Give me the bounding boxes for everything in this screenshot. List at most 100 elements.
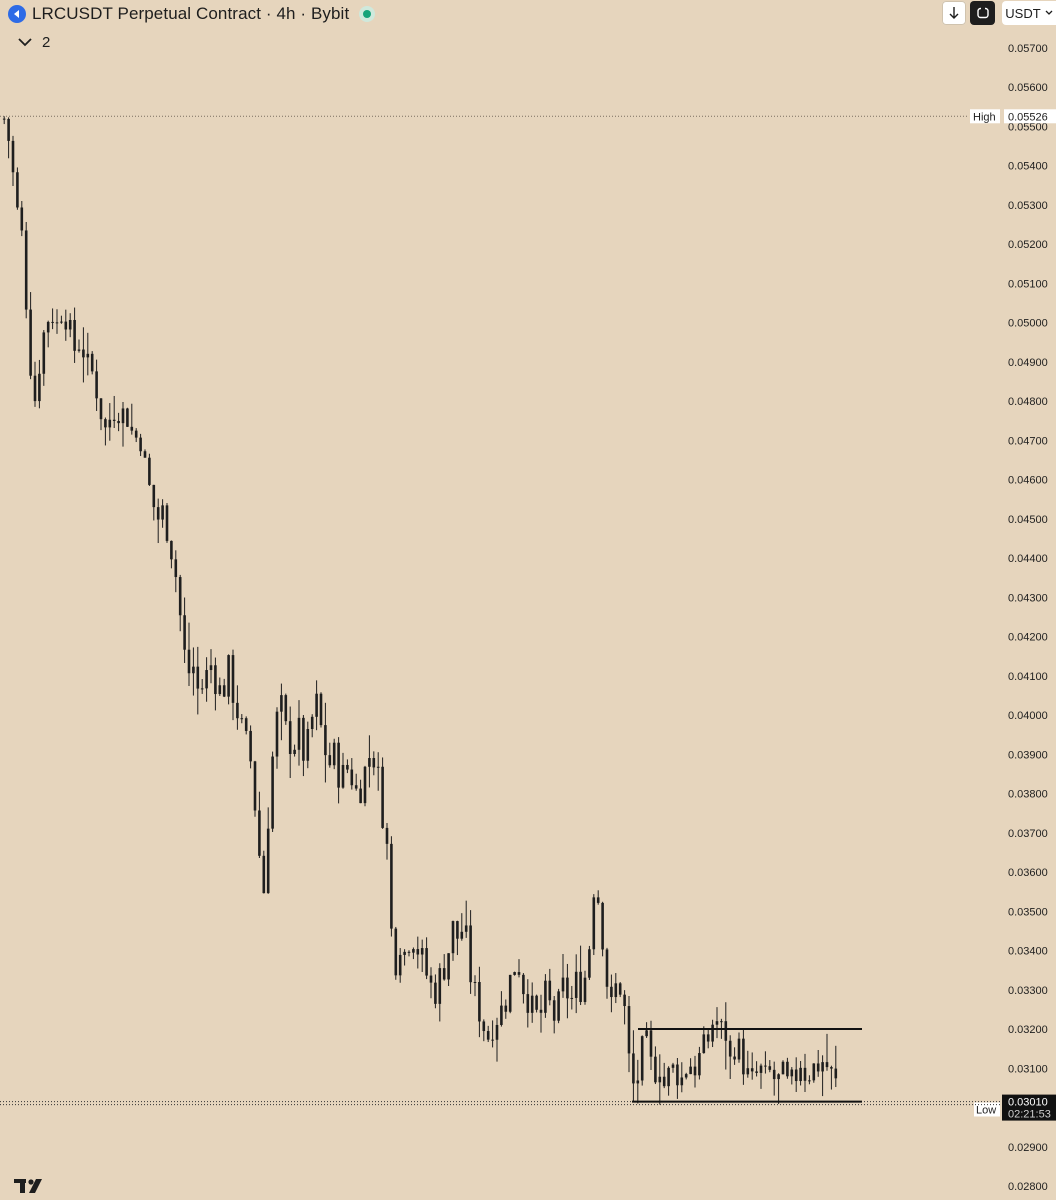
low-label: Low xyxy=(976,1104,996,1116)
candle-body xyxy=(51,321,54,323)
candle-body xyxy=(693,1066,697,1076)
y-axis-tick-label: 0.03600 xyxy=(1008,867,1048,879)
high-label: High xyxy=(973,111,996,123)
candle-body xyxy=(416,949,420,955)
candle-body xyxy=(227,655,230,697)
candle-body xyxy=(447,953,450,980)
candle-body xyxy=(350,769,354,786)
candle-body xyxy=(601,902,604,950)
candle-body xyxy=(152,484,156,508)
candle-body xyxy=(258,810,261,856)
candle-body xyxy=(535,995,538,1010)
candle-body xyxy=(482,1021,486,1032)
candle-body xyxy=(46,321,50,333)
candle-body xyxy=(698,1053,701,1076)
candle-body xyxy=(821,1062,824,1072)
candle-body xyxy=(165,505,169,541)
candle-body xyxy=(293,749,296,754)
candle-body xyxy=(381,766,384,828)
candle-body xyxy=(394,928,398,976)
candle-body xyxy=(671,1064,675,1068)
candle-body xyxy=(627,1006,631,1054)
y-axis-tick-label: 0.05600 xyxy=(1008,82,1048,94)
y-axis-tick-label: 0.04400 xyxy=(1008,553,1048,565)
candle-body xyxy=(403,951,406,955)
candle-body xyxy=(148,457,151,485)
candle-body xyxy=(649,1030,653,1057)
candle-body xyxy=(2,118,6,120)
candle-body xyxy=(143,451,147,458)
candle-body xyxy=(7,118,10,141)
y-axis-tick-label: 0.05400 xyxy=(1008,161,1048,173)
candle-body xyxy=(90,353,94,372)
candle-body xyxy=(750,1068,754,1072)
candle-body xyxy=(310,716,314,730)
candle-body xyxy=(240,718,244,720)
candle-body xyxy=(680,1077,684,1086)
y-axis-tick-label: 0.03300 xyxy=(1008,985,1048,997)
candle-body xyxy=(271,756,274,829)
symbol-info[interactable]: LRCUSDT Perpetual Contract · 4h · Bybit xyxy=(8,3,376,25)
candle-body xyxy=(592,897,596,950)
candle-body xyxy=(825,1062,829,1068)
y-axis-tick-label: 0.04100 xyxy=(1008,671,1048,683)
candle-body xyxy=(130,426,134,431)
candle-body xyxy=(504,1005,508,1012)
candle-body xyxy=(156,507,160,520)
currency-selector[interactable]: USDT xyxy=(1002,1,1056,25)
candle-body xyxy=(456,921,459,939)
candle-body xyxy=(315,693,318,717)
arrow-down-icon xyxy=(949,7,959,19)
candle-body xyxy=(539,1009,543,1013)
candle-body xyxy=(205,670,208,689)
candle-body xyxy=(139,437,142,452)
lrc-logo-icon xyxy=(8,5,26,23)
y-axis-tick-label: 0.03500 xyxy=(1008,906,1048,918)
candle-body xyxy=(38,373,41,402)
candle-body xyxy=(794,1069,798,1082)
candle-body xyxy=(711,1024,714,1042)
candle-body xyxy=(108,419,112,428)
reset-chart-button[interactable] xyxy=(970,1,995,25)
candle-body xyxy=(262,855,266,894)
download-button[interactable] xyxy=(942,1,966,25)
candle-body xyxy=(618,983,622,995)
candle-body xyxy=(302,717,305,761)
candle-body xyxy=(552,1000,556,1021)
candle-body xyxy=(777,1074,780,1080)
candle-body xyxy=(557,991,560,1021)
candle-body xyxy=(337,742,340,788)
candle-body xyxy=(99,398,103,420)
candle-body xyxy=(16,172,19,208)
candle-body xyxy=(284,695,288,722)
candle-body xyxy=(275,711,279,757)
y-axis-tick-label: 0.05200 xyxy=(1008,239,1048,251)
candle-body xyxy=(574,971,578,998)
candle-body xyxy=(764,1065,767,1067)
candle-body xyxy=(658,1076,662,1083)
candle-body xyxy=(73,319,76,351)
candle-body xyxy=(372,758,376,768)
candle-body xyxy=(583,977,587,1003)
candle-body xyxy=(95,371,98,399)
candle-body xyxy=(676,1064,679,1086)
indicators-toggle[interactable]: 2 xyxy=(18,34,50,51)
candle-body xyxy=(803,1067,807,1081)
y-axis-tick-label: 0.03900 xyxy=(1008,749,1048,761)
candle-body xyxy=(513,972,516,975)
tradingview-logo-icon[interactable] xyxy=(14,1178,46,1199)
candle-body xyxy=(733,1056,736,1060)
candle-body xyxy=(244,718,248,731)
candle-body xyxy=(610,986,613,998)
candle-body xyxy=(288,721,292,754)
candle-body xyxy=(86,353,90,358)
candle-body xyxy=(526,994,530,1013)
candle-body xyxy=(570,997,574,999)
candle-body xyxy=(816,1063,820,1072)
candle-body xyxy=(112,419,116,421)
candle-body xyxy=(530,995,534,1013)
candle-body xyxy=(231,655,235,703)
y-axis-tick-label: 0.04500 xyxy=(1008,514,1048,526)
candle-body xyxy=(60,321,63,323)
